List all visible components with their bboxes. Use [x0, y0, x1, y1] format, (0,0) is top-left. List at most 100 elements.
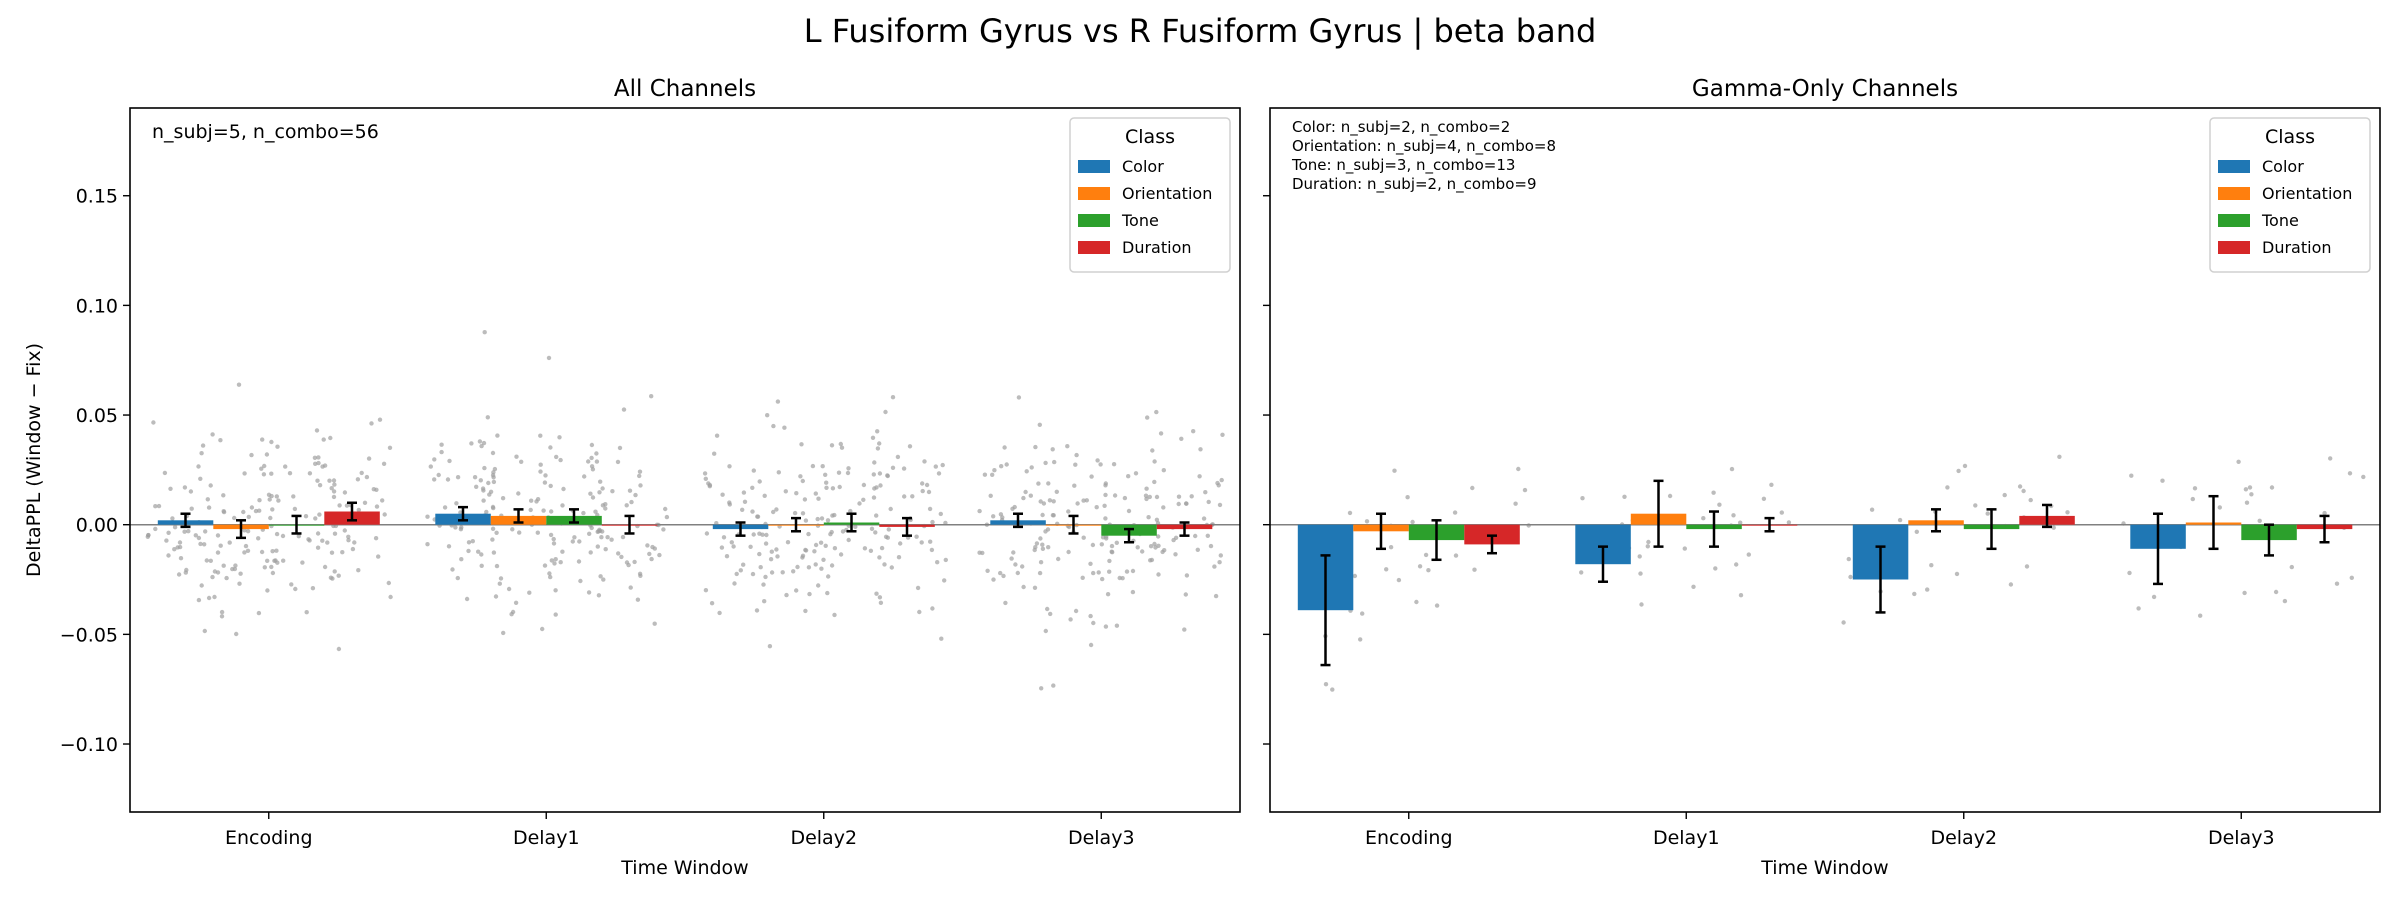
scatter-point	[210, 432, 215, 437]
scatter-point	[724, 554, 730, 559]
scatter-point	[1639, 602, 1644, 607]
scatter-point	[1579, 570, 1584, 575]
scatter-point	[219, 614, 225, 619]
scatter-point	[479, 443, 484, 449]
scatter-point	[1396, 577, 1402, 583]
error-bar-color-delay1	[1598, 545, 1608, 583]
scatter-point	[819, 566, 824, 571]
legend-label-color: Color	[2262, 157, 2304, 176]
scatter-point	[428, 464, 433, 469]
scatter-point	[1107, 569, 1112, 574]
panel-all-channels: All Channels −0.10 −0.05 0.00 0.05 0.10 0.15 En…	[23, 76, 1241, 879]
error-bar-duration-delay3	[1179, 521, 1190, 537]
scatter-point	[812, 549, 817, 554]
scatter-point	[803, 548, 809, 553]
suptitle: L Fusiform Gyrus vs R Fusiform Gyrus | b…	[804, 12, 1597, 50]
scatter-point	[1206, 499, 1211, 505]
scatter-point	[910, 494, 915, 499]
scatter-point	[1184, 501, 1189, 506]
scatter-point	[762, 599, 767, 604]
scatter-point	[205, 497, 210, 502]
scatter-point	[208, 558, 213, 563]
scatter-point	[283, 464, 288, 469]
scatter-point	[1956, 468, 1961, 474]
scatter-point	[218, 543, 223, 548]
scatter-point	[218, 438, 223, 443]
error-bar-color-delay3	[2153, 512, 2163, 586]
scatter-point	[1423, 552, 1429, 558]
panel-title: All Channels	[614, 76, 756, 102]
scatter-point	[439, 442, 444, 447]
scatter-point	[624, 560, 630, 565]
scatter-point	[2249, 492, 2254, 497]
scatter-point	[242, 471, 247, 476]
scatter-point	[1088, 642, 1094, 648]
scatter-point	[829, 563, 835, 568]
scatter-point	[1384, 567, 1389, 572]
scatter-point	[447, 458, 452, 464]
scatter-point	[1738, 593, 1744, 598]
scatter-point	[792, 510, 798, 516]
scatter-point	[274, 494, 279, 499]
scatter-point	[1173, 535, 1179, 540]
scatter-point	[204, 558, 209, 563]
scatter-point	[369, 421, 374, 426]
scatter-point	[332, 482, 337, 487]
scatter-point	[493, 594, 499, 599]
x-axis-label: Time Window	[1760, 857, 1888, 879]
scatter-point	[816, 583, 821, 588]
error-bar-duration-encoding	[1487, 534, 1497, 555]
x-tick-label: Encoding	[1365, 827, 1453, 849]
scatter-point	[1897, 517, 1903, 523]
scatter-point	[935, 560, 940, 565]
scatter-point	[1453, 553, 1459, 558]
scatter-point	[598, 479, 603, 484]
scatter-point	[600, 486, 605, 491]
error-bar-tone-encoding	[1431, 519, 1442, 562]
y-tick-label: −0.05	[60, 624, 118, 646]
scatter-point	[2322, 510, 2327, 516]
scatter-point	[1029, 465, 1034, 470]
scatter-point	[292, 506, 298, 512]
scatter-point	[257, 498, 262, 503]
scatter-point	[848, 508, 853, 514]
scatter-point	[1040, 546, 1046, 551]
scatter-point	[861, 497, 866, 502]
scatter-point	[870, 435, 876, 440]
scatter-point	[304, 610, 309, 615]
scatter-point	[2198, 613, 2203, 618]
scatter-point	[331, 489, 337, 494]
scatter-point	[1073, 462, 1078, 467]
error-bar-color-delay1	[458, 505, 468, 522]
scatter-point	[198, 476, 203, 481]
scatter-point	[609, 537, 614, 542]
scatter-point	[557, 435, 562, 440]
scatter-point	[2192, 486, 2198, 491]
x-tick-label: Delay2	[1930, 827, 1997, 849]
scatter-point	[203, 529, 208, 534]
annotation-text: Color: n_subj=2, n_combo=2	[1292, 118, 1510, 137]
scatter-point	[703, 476, 708, 481]
scatter-point	[652, 621, 657, 626]
scatter-point	[922, 459, 927, 464]
error-bar-duration-delay3	[2319, 514, 2330, 544]
scatter-point	[933, 464, 938, 469]
scatter-point	[1869, 507, 1875, 512]
scatter-point	[458, 527, 464, 532]
scatter-point	[938, 511, 943, 517]
scatter-point	[784, 592, 789, 598]
scatter-point	[538, 433, 543, 438]
scatter-point	[839, 445, 845, 450]
scatter-point	[1024, 469, 1029, 474]
scatter-point	[548, 574, 553, 580]
scatter-point	[1130, 589, 1136, 595]
scatter-point	[846, 466, 851, 471]
scatter-point	[1580, 496, 1585, 501]
scatter-point	[1929, 563, 1934, 568]
scatter-point	[1182, 627, 1187, 632]
scatter-point	[615, 459, 621, 465]
scatter-point	[929, 547, 935, 553]
scatter-point	[364, 474, 370, 480]
scatter-point	[767, 644, 773, 649]
scatter-point	[1841, 620, 1846, 625]
